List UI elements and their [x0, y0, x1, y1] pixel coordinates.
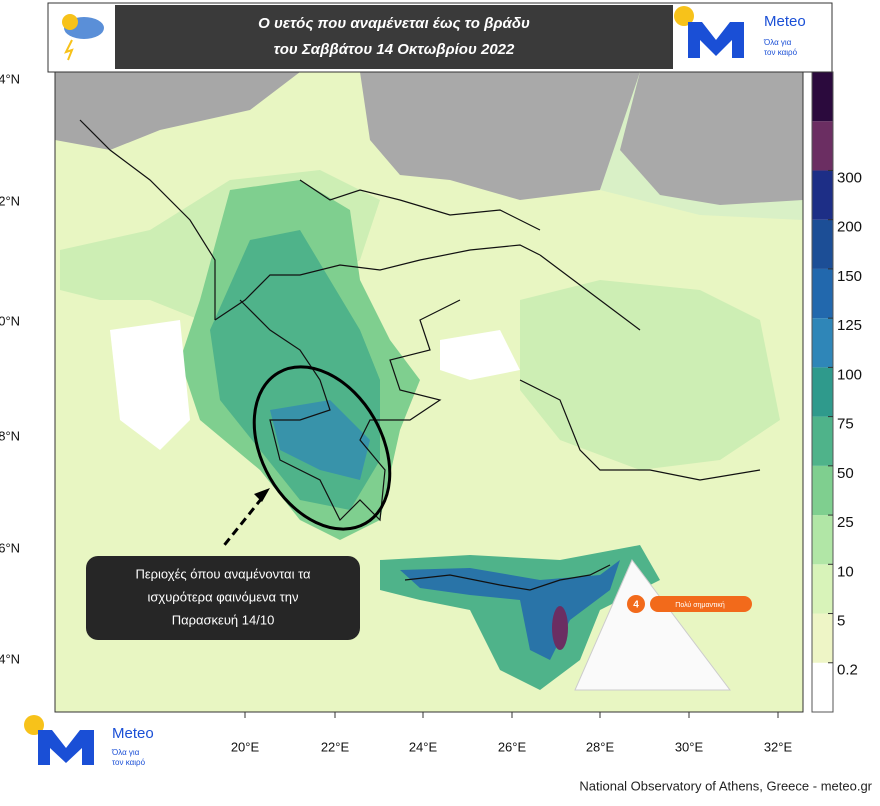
- lat-labels: 44°N 42°N 40°N 38°N 36°N 34°N: [0, 71, 20, 666]
- footer: National Observatory of Athens, Greece -…: [579, 778, 872, 793]
- title-line: Ο υετός που αναμένεται έως το βράδυ: [258, 15, 530, 32]
- colorbar-band: [812, 416, 833, 466]
- lon-label: 28°E: [586, 739, 615, 754]
- colorbar-label: 0.2: [837, 662, 858, 679]
- lat-label: 36°N: [0, 540, 20, 555]
- lat-label: 34°N: [0, 651, 20, 666]
- colorbar-band: [812, 662, 833, 712]
- colorbar-band: [812, 318, 833, 368]
- colorbar-label: 150: [837, 268, 862, 285]
- colorbar-label: 5: [837, 613, 845, 630]
- colorbar-band: [812, 564, 833, 614]
- colorbar-band: [812, 268, 833, 319]
- colorbar-band: [812, 72, 833, 122]
- colorbar-band: [812, 367, 833, 417]
- logo-name: Meteo: [764, 13, 806, 30]
- annotation-line: Παρασκευή 14/10: [172, 612, 275, 627]
- colorbar-band: [812, 613, 833, 663]
- colorbar-label: 100: [837, 366, 862, 383]
- colorbar-band: [812, 219, 833, 269]
- lon-label: 26°E: [498, 739, 527, 754]
- colorbar-label: 50: [837, 465, 854, 482]
- annotation-box: [86, 556, 360, 640]
- colorbar-label: 10: [837, 563, 854, 580]
- colorbar-band: [812, 170, 833, 220]
- lon-label: 22°E: [321, 739, 350, 754]
- lat-label: 38°N: [0, 428, 20, 443]
- lon-label: 20°E: [231, 739, 260, 754]
- logo-tagline: Όλα για: [111, 748, 140, 757]
- lat-label: 40°N: [0, 313, 20, 328]
- lon-label: 24°E: [409, 739, 438, 754]
- colorbar-label: 125: [837, 317, 862, 334]
- lon-label: 32°E: [764, 739, 793, 754]
- logo-tagline: Όλα για: [763, 38, 792, 47]
- logo-bottom: Meteo Όλα για τον καιρό: [24, 715, 154, 767]
- lat-label: 42°N: [0, 193, 20, 208]
- lat-label: 44°N: [0, 71, 20, 86]
- risk-level: 4: [633, 600, 639, 611]
- lon-labels: 20°E 22°E 24°E 26°E 28°E 30°E 32°E: [231, 712, 793, 754]
- colorbar-label: 25: [837, 514, 854, 531]
- annotation-line: Περιοχές όπου αναμένονται τα: [135, 566, 311, 581]
- logo-tagline: τον καιρό: [112, 758, 146, 767]
- colorbar: 0.2 5 10 25 50 75 100 125 150 200 300: [811, 71, 862, 713]
- logo-name: Meteo: [112, 725, 154, 742]
- colorbar-band: [812, 121, 833, 171]
- logo-tagline: τον καιρό: [764, 48, 798, 57]
- title-line: του Σαββάτου 14 Οκτωβρίου 2022: [274, 41, 515, 58]
- colorbar-label: 75: [837, 416, 854, 433]
- annotation-line: ισχυρότερα φαινόμενα την: [147, 589, 298, 604]
- colorbar-band: [812, 465, 833, 516]
- colorbar-label: 200: [837, 219, 862, 236]
- risk-label: Πολύ σημαντική: [675, 601, 725, 609]
- logo-top: Meteo Όλα για τον καιρό: [674, 6, 806, 58]
- title-box: [115, 5, 673, 69]
- colorbar-band: [812, 515, 833, 565]
- lon-label: 30°E: [675, 739, 704, 754]
- colorbar-label: 300: [837, 169, 862, 186]
